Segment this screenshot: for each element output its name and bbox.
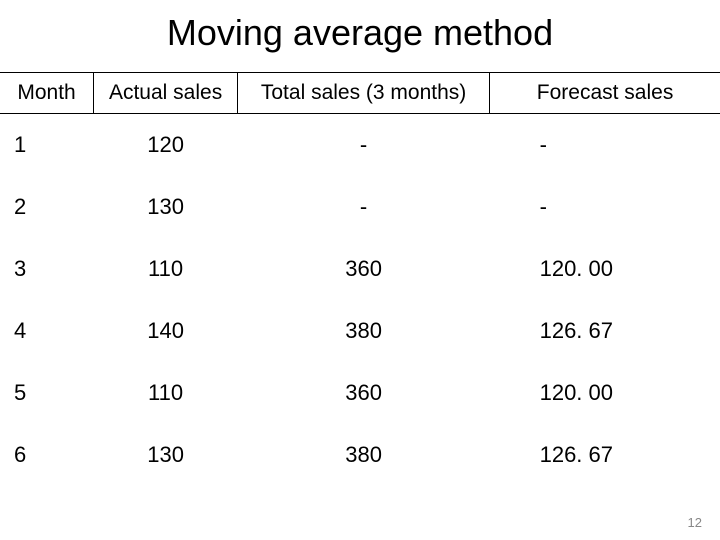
cell-total: 380 [238,424,490,486]
moving-average-table: Month Actual sales Total sales (3 months… [0,72,720,486]
page-number: 12 [688,515,702,530]
page-title: Moving average method [0,0,720,72]
cell-forecast: 120. 00 [490,362,720,424]
cell-forecast: 126. 67 [490,300,720,362]
cell-forecast: - [490,114,720,177]
cell-total: 380 [238,300,490,362]
cell-actual: 130 [94,176,238,238]
cell-month: 2 [0,176,94,238]
table-row: 1 120 - - [0,114,720,177]
col-header-month: Month [0,73,94,114]
col-header-total: Total sales (3 months) [238,73,490,114]
cell-actual: 140 [94,300,238,362]
cell-month: 4 [0,300,94,362]
cell-month: 6 [0,424,94,486]
table-row: 2 130 - - [0,176,720,238]
cell-forecast: - [490,176,720,238]
cell-actual: 130 [94,424,238,486]
cell-forecast: 126. 67 [490,424,720,486]
cell-actual: 110 [94,238,238,300]
table-row: 6 130 380 126. 67 [0,424,720,486]
table-row: 3 110 360 120. 00 [0,238,720,300]
cell-month: 1 [0,114,94,177]
cell-month: 5 [0,362,94,424]
table-header-row: Month Actual sales Total sales (3 months… [0,73,720,114]
cell-forecast: 120. 00 [490,238,720,300]
cell-actual: 120 [94,114,238,177]
cell-total: - [238,176,490,238]
col-header-forecast: Forecast sales [490,73,720,114]
cell-actual: 110 [94,362,238,424]
cell-total: - [238,114,490,177]
col-header-actual: Actual sales [94,73,238,114]
table-row: 4 140 380 126. 67 [0,300,720,362]
table-row: 5 110 360 120. 00 [0,362,720,424]
cell-total: 360 [238,362,490,424]
cell-total: 360 [238,238,490,300]
cell-month: 3 [0,238,94,300]
